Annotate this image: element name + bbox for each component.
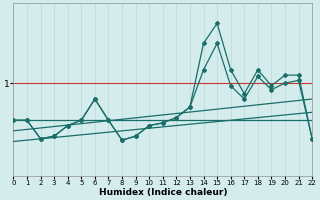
X-axis label: Humidex (Indice chaleur): Humidex (Indice chaleur) (99, 188, 227, 197)
